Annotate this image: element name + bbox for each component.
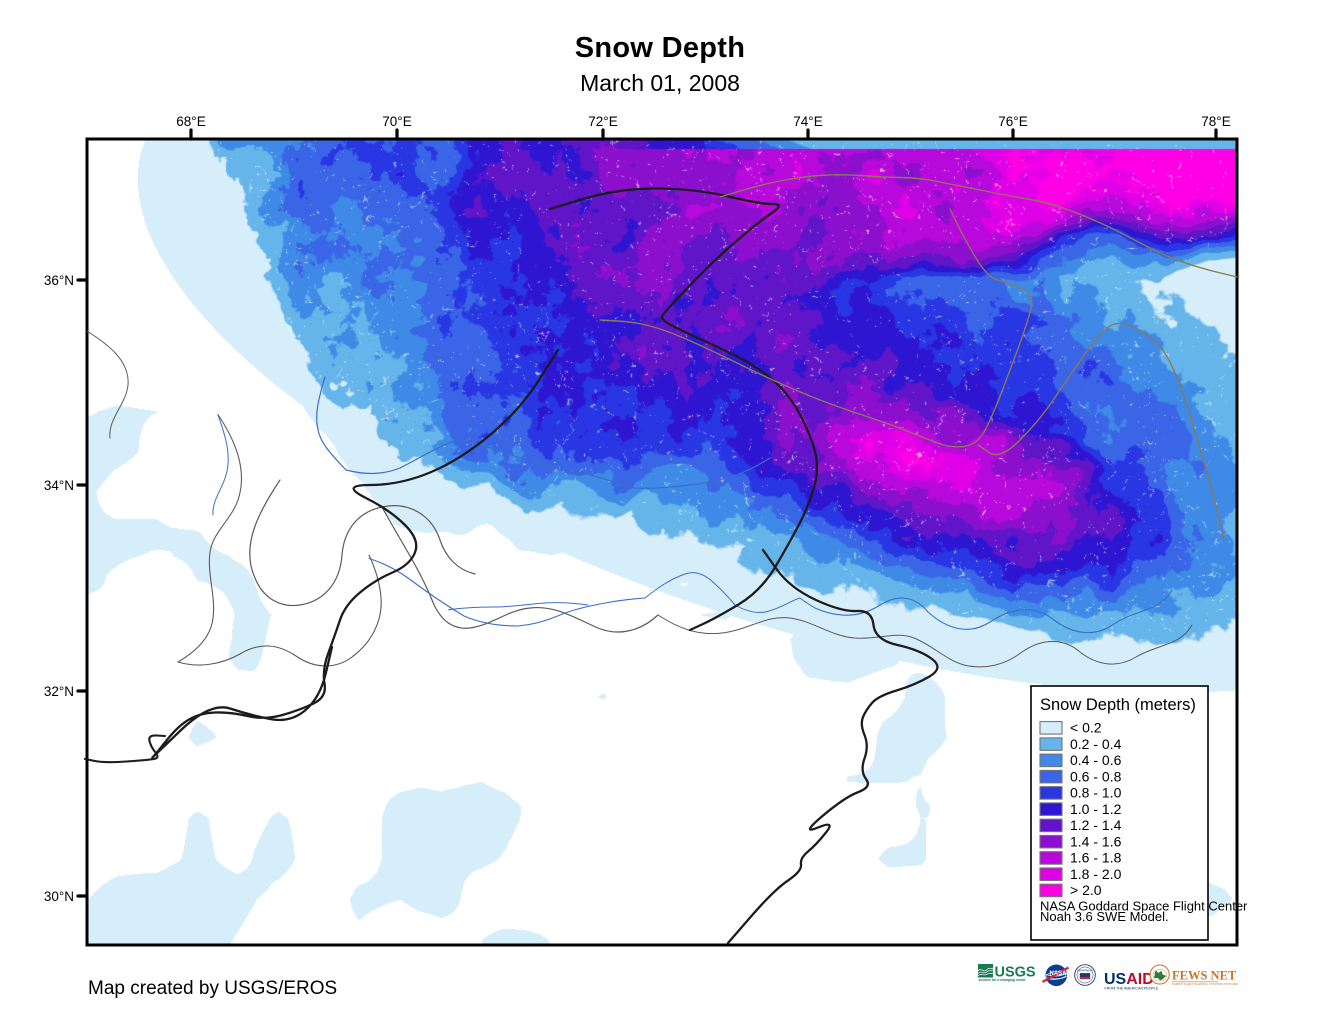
svg-text:USAID: USAID: [1104, 971, 1154, 988]
svg-text:FEWS NET: FEWS NET: [1172, 968, 1237, 982]
svg-text:FROM THE AMERICAN PEOPLE: FROM THE AMERICAN PEOPLE: [1105, 987, 1159, 991]
svg-text:NASA: NASA: [1050, 971, 1068, 977]
svg-text:science for a changing world: science for a changing world: [979, 978, 1027, 982]
svg-text:FAMINE EARLY WARNING SYSTEMS N: FAMINE EARLY WARNING SYSTEMS NETWORK: [1172, 982, 1239, 986]
svg-text:DEPARTMENT: DEPARTMENT: [1077, 970, 1093, 973]
